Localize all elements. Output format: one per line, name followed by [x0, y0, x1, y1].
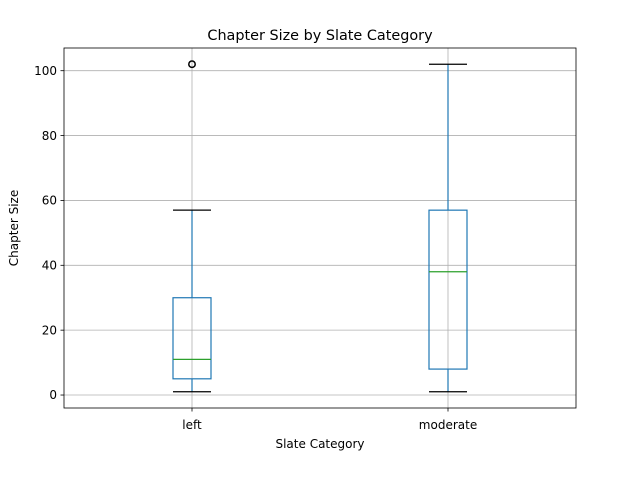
iqr-box [428, 209, 468, 370]
chart-title: Chapter Size by Slate Category [207, 28, 433, 44]
x-tick-label: moderate [419, 418, 477, 432]
outlier-point [188, 60, 196, 69]
y-tick-label: 20 [42, 323, 57, 337]
x-axis-label: Slate Category [275, 437, 364, 451]
y-tick-label: 100 [34, 64, 57, 78]
y-tick-label: 40 [42, 258, 57, 272]
y-tick-label: 80 [42, 129, 57, 143]
box-group-left [172, 60, 212, 393]
plot-frame [63, 47, 577, 409]
grid-lines [64, 48, 576, 408]
y-axis-label: Chapter Size [7, 190, 21, 266]
iqr-box [172, 297, 212, 380]
box-group-moderate [428, 63, 468, 393]
boxes-layer [172, 60, 468, 393]
x-tick-label: left [182, 418, 202, 432]
y-tick-label: 60 [42, 194, 57, 208]
y-tick-label: 0 [49, 388, 57, 402]
axis-ticks: 0 20 40 60 80 100 left moderate [34, 64, 477, 432]
